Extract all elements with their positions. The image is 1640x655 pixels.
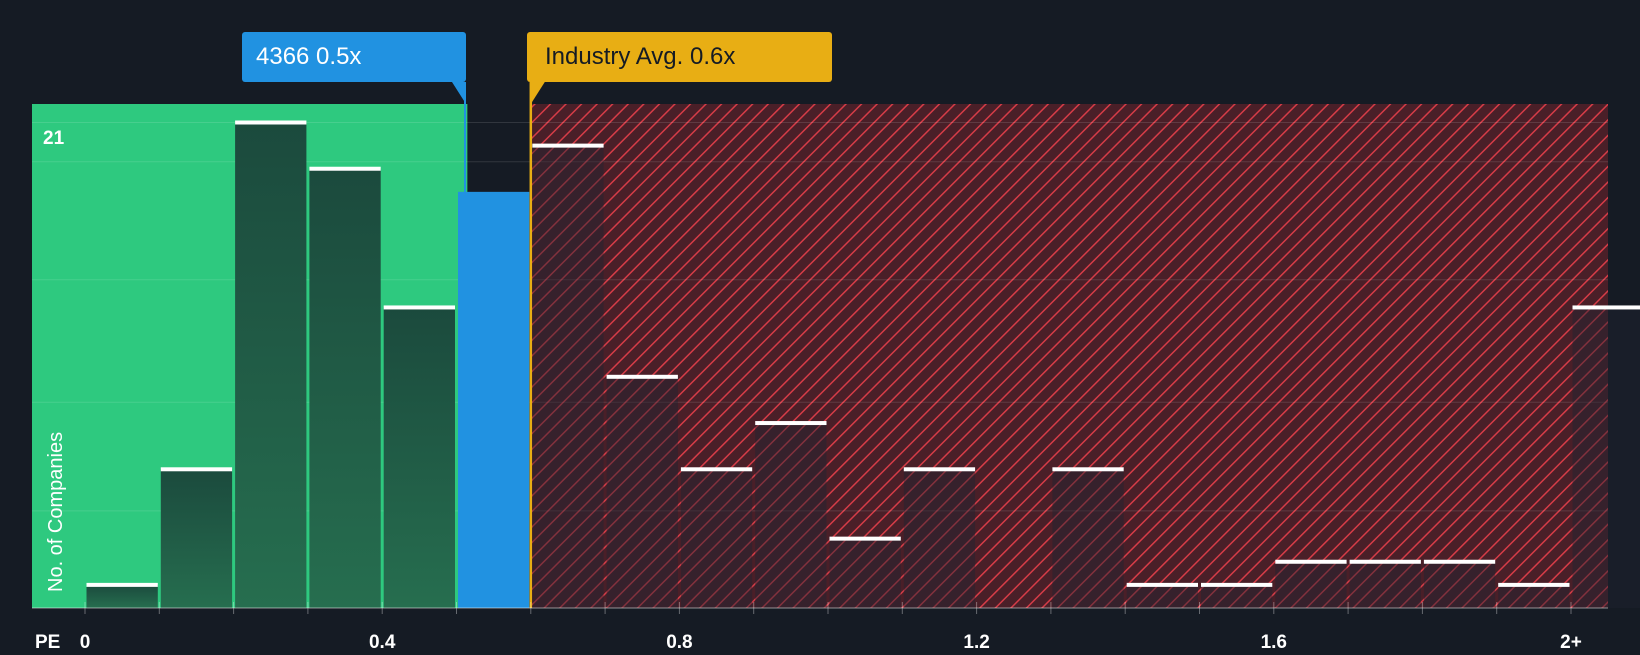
bar-top-marker <box>681 467 752 471</box>
y-axis-title: No. of Companies <box>45 432 67 592</box>
histogram-bar <box>1275 562 1346 608</box>
histogram-bar <box>1498 585 1569 608</box>
company-callout-pointer <box>452 82 466 104</box>
bar-top-marker <box>904 467 975 471</box>
bar-top-marker <box>1498 583 1569 587</box>
histogram-bar <box>532 146 603 608</box>
industry-callout-pointer <box>531 82 545 104</box>
histogram-bar <box>87 585 158 608</box>
company-pe-callout: 4366 0.5x <box>242 32 466 82</box>
bar-top-marker <box>1127 583 1198 587</box>
histogram-bar <box>904 469 975 608</box>
histogram-bar <box>309 169 380 608</box>
histogram-bar <box>384 307 455 608</box>
bar-top-marker <box>309 167 380 171</box>
x-axis-title: PE <box>35 632 60 650</box>
histogram-bar <box>607 377 678 608</box>
x-tick-label: 1.6 <box>1261 632 1287 650</box>
histogram-bar <box>1573 307 1640 608</box>
bar-top-marker <box>161 467 232 471</box>
industry-average-callout: Industry Avg. 0.6x <box>527 32 832 82</box>
histogram-bar <box>1350 562 1421 608</box>
bar-top-marker <box>235 120 306 124</box>
bar-top-marker <box>1573 305 1640 309</box>
bar-top-marker <box>1350 560 1421 564</box>
x-tick-label: 0 <box>80 632 91 650</box>
histogram-bar <box>235 122 306 608</box>
histogram-bar <box>1127 585 1198 608</box>
bar-top-marker <box>1424 560 1495 564</box>
bar-top-marker <box>1275 560 1346 564</box>
histogram-bar <box>1201 585 1272 608</box>
bar-top-marker <box>532 144 603 148</box>
bar-top-marker <box>830 537 901 541</box>
histogram-bar <box>1424 562 1495 608</box>
histogram-bar <box>755 423 826 608</box>
bar-top-marker <box>1052 467 1123 471</box>
x-tick-label: 0.4 <box>369 632 396 650</box>
x-tick-label: 2+ <box>1560 632 1582 650</box>
company-pe-label: 4366 0.5x <box>256 43 361 70</box>
bar-top-marker <box>607 375 678 379</box>
histogram-bar <box>161 469 232 608</box>
bar-top-marker <box>755 421 826 425</box>
bar-top-marker <box>1201 583 1272 587</box>
bar-top-marker <box>87 583 158 587</box>
bar-top-marker <box>384 305 455 309</box>
industry-average-label: Industry Avg. 0.6x <box>545 43 735 70</box>
histogram-bar <box>458 192 529 608</box>
x-tick-label: 0.8 <box>666 632 692 650</box>
histogram-bar <box>830 539 901 608</box>
histogram-bar <box>681 469 752 608</box>
x-tick-label: 1.2 <box>963 632 989 650</box>
histogram-bar <box>1052 469 1123 608</box>
y-max-label: 21 <box>43 128 65 149</box>
